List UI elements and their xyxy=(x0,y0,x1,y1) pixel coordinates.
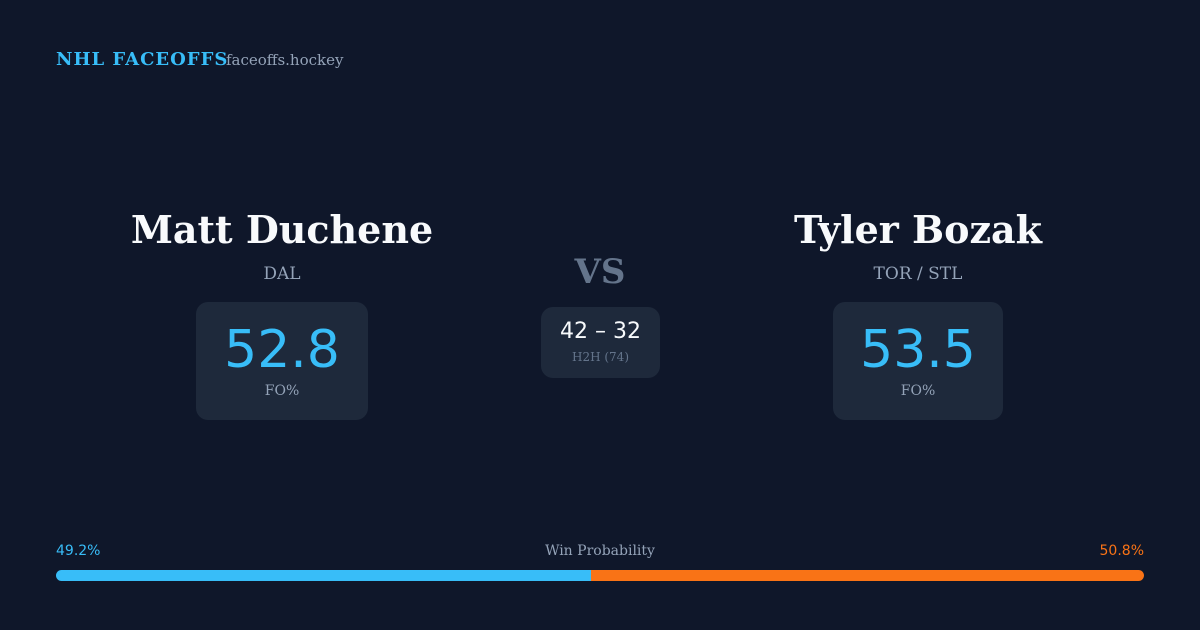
team: DAL xyxy=(263,264,301,284)
brand: NHL FACEOFFS xyxy=(56,49,229,70)
player-name: Tyler Bozak xyxy=(793,207,1043,252)
h2h-score: 42 – 32 xyxy=(560,319,641,344)
win-prob-bar xyxy=(591,570,1144,581)
win-prob-bar xyxy=(56,570,592,581)
h2h-box: 42 – 32 H2H (74) xyxy=(541,307,660,378)
win-prob-right: 50.8% xyxy=(1099,543,1144,559)
site-url: faceoffs.hockey xyxy=(226,51,344,69)
stat-label: FO% xyxy=(264,383,300,399)
stat-box: 52.8 FO% xyxy=(196,302,368,420)
stat-box: 53.5 FO% xyxy=(833,302,1003,420)
win-prob-left: 49.2% xyxy=(56,543,101,559)
team: TOR / STL xyxy=(873,264,963,284)
stat-value: 52.8 xyxy=(224,320,340,380)
vs: VS xyxy=(574,252,626,292)
h2h-label: H2H (74) xyxy=(571,350,629,364)
player-name: Matt Duchene xyxy=(130,207,434,252)
stat-label: FO% xyxy=(900,383,936,399)
stat-value: 53.5 xyxy=(860,320,976,380)
win-prob-title: Win Probability xyxy=(545,543,655,559)
